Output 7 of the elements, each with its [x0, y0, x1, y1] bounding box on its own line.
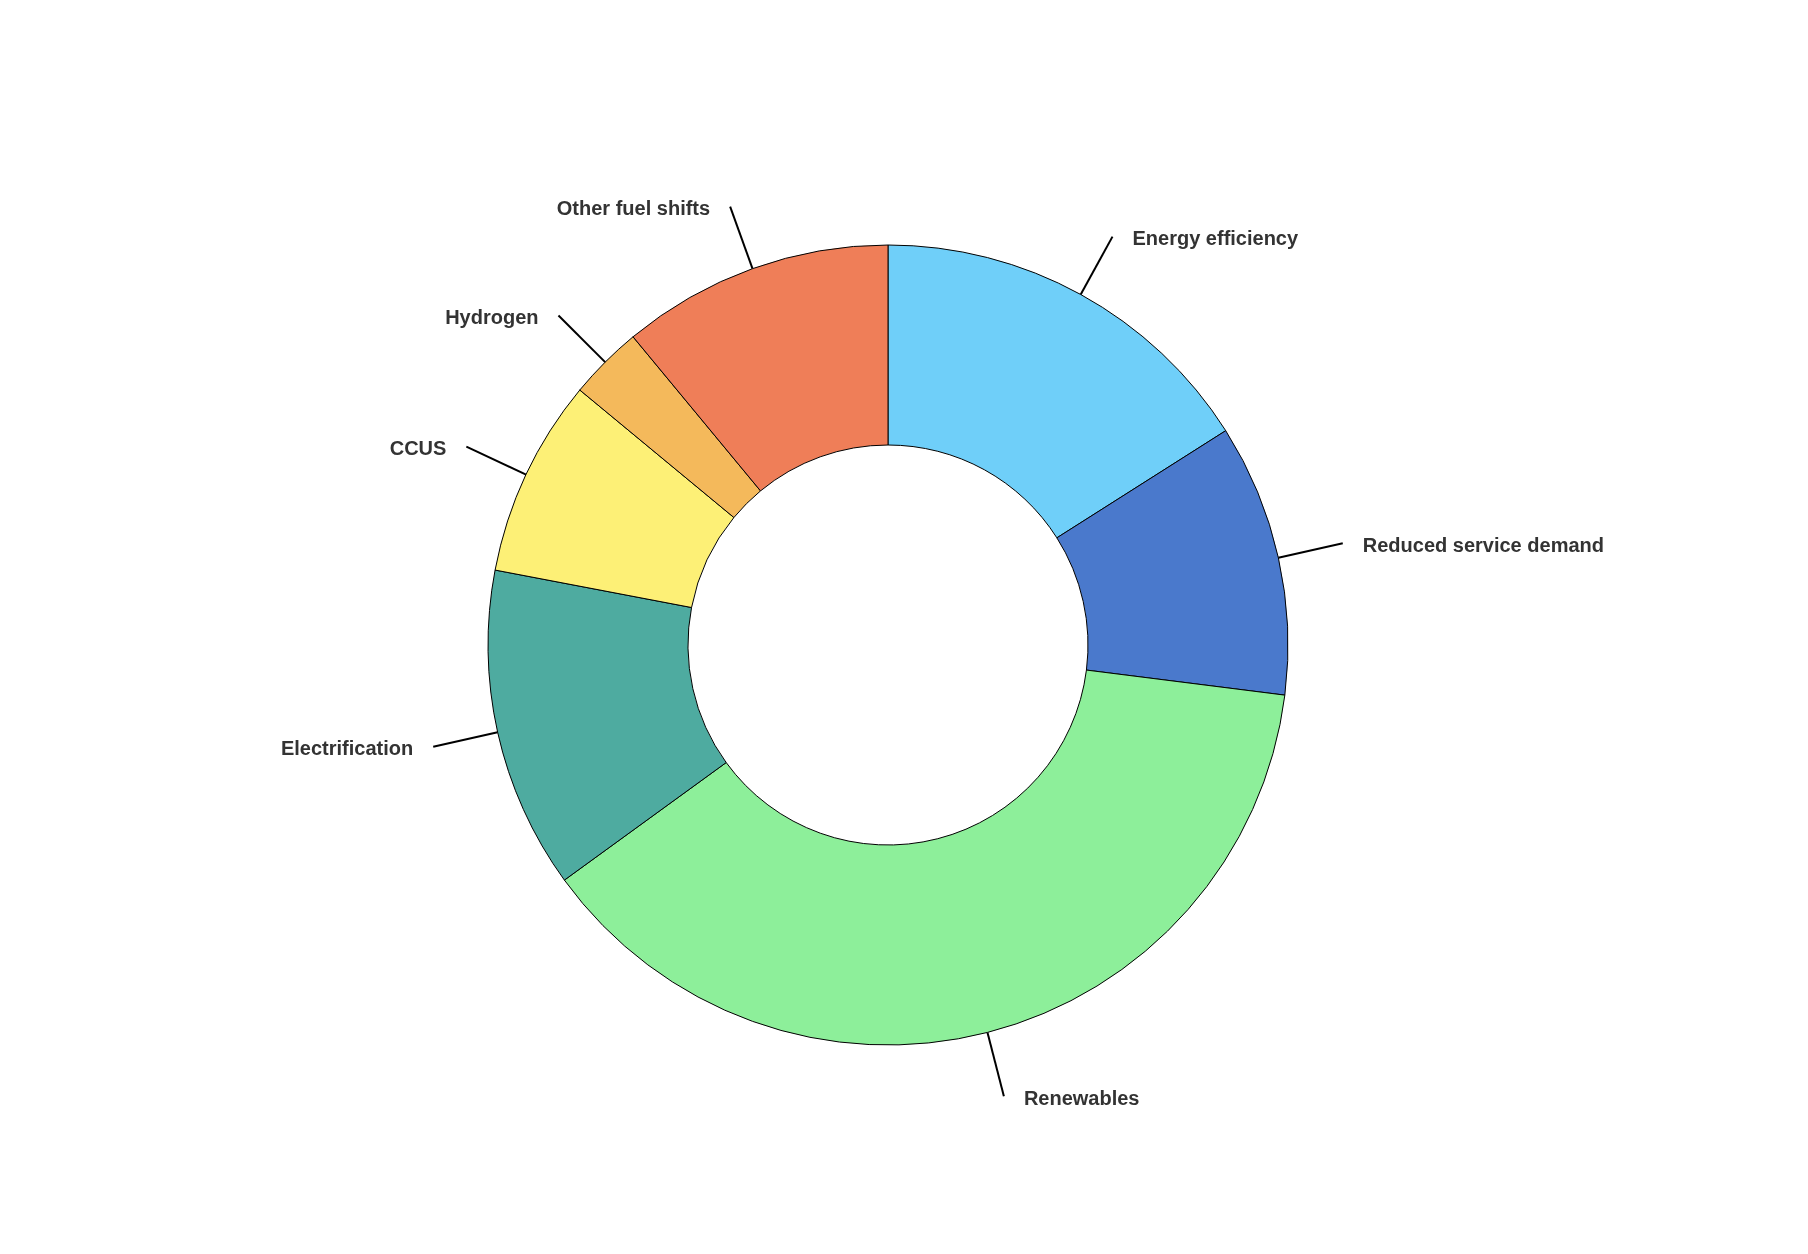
- slice-label: CCUS: [389, 436, 447, 459]
- slice-label: Hydrogen: [445, 305, 539, 328]
- slice-label: Electrification: [280, 736, 414, 759]
- slice-label: Renewables: [1023, 1086, 1140, 1109]
- slice-label: Reduced service demand: [1362, 533, 1604, 556]
- slice-label: Energy efficiency: [1132, 226, 1299, 249]
- slice-label: Other fuel shifts: [556, 196, 711, 219]
